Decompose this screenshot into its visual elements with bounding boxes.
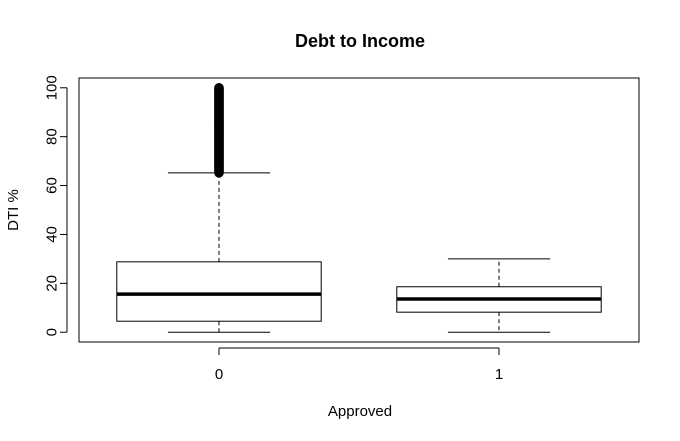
outlier-point [214,82,224,93]
boxes-group [116,82,602,333]
outliers [214,82,224,178]
box-1 [396,258,602,333]
chart-title: Debt to Income [295,31,425,51]
y-tick-label: 100 [44,75,61,100]
y-tick-label: 40 [44,226,61,243]
box-0 [116,82,322,333]
x-tick-label: 0 [215,366,223,383]
iqr-box [116,261,322,322]
y-tick-label: 20 [44,275,61,292]
y-tick-label: 0 [44,328,61,336]
plot-frame [78,77,640,343]
x-tick-label: 1 [495,366,503,383]
y-tick-label: 80 [44,128,61,145]
y-axis: 0 20 40 60 80 100 [44,75,68,336]
x-axis-label: Approved [328,403,392,420]
y-axis-label: DTI % [5,189,22,231]
y-tick-label: 60 [44,177,61,194]
